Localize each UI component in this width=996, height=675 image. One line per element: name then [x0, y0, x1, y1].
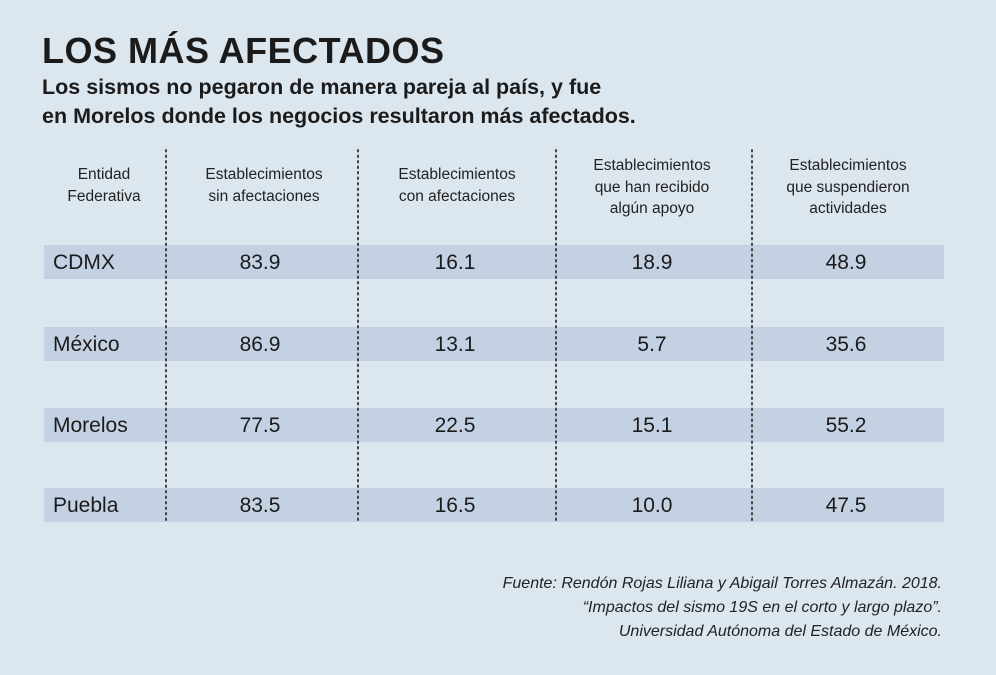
subtitle-line-1: Los sismos no pegaron de manera pareja a… — [42, 75, 602, 99]
column-header-line: sin afectaciones — [208, 187, 320, 205]
column-header: Entidad Federativa — [44, 164, 164, 207]
table-cell-value: 77.5 — [240, 414, 281, 437]
row-entity-label: México — [53, 333, 120, 356]
row-band — [44, 327, 944, 361]
source-note: Fuente: Rendón Rojas Liliana y Abigail T… — [342, 572, 942, 644]
column-header-line: que suspendieron — [786, 178, 910, 196]
table-cell-value: 15.1 — [632, 414, 673, 437]
table-cell-value: 48.9 — [826, 251, 867, 274]
column-header-line: Federativa — [67, 187, 141, 205]
row-entity-label: Morelos — [53, 414, 128, 437]
page-title: LOS MÁS AFECTADOS — [42, 30, 445, 71]
table-cell-value: 5.7 — [637, 333, 666, 356]
column-header-line: con afectaciones — [398, 187, 516, 205]
table-cell-value: 16.1 — [435, 251, 476, 274]
column-header-line: Entidad — [77, 166, 131, 183]
row-entity-label: CDMX — [53, 251, 115, 274]
column-header: Establecimientos que suspendieron activida… — [753, 155, 943, 220]
column-header-line: actividades — [809, 200, 887, 217]
row-band — [44, 245, 944, 279]
column-header: Establecimientos que han recibido algún ap… — [554, 155, 750, 220]
source-line-1: Fuente: Rendón Rojas Liliana y Abigail T… — [502, 575, 942, 592]
table-cell-value: 10.0 — [632, 494, 673, 517]
table-cell-value: 55.2 — [826, 414, 867, 437]
table-cell-value: 47.5 — [826, 494, 867, 517]
column-header: Establecimientos con afectaciones — [359, 164, 555, 207]
table-cell-value: 18.9 — [632, 251, 673, 274]
table-cell-value: 22.5 — [435, 414, 476, 437]
table-cell-value: 86.9 — [240, 333, 281, 356]
page-subtitle: Los sismos no pegaron de manera pareja a… — [42, 73, 782, 131]
table-cell-value: 16.5 — [435, 494, 476, 517]
column-header-line: Establecimientos — [789, 157, 907, 174]
table-cell-value: 13.1 — [435, 333, 476, 356]
column-header-line: Establecimientos — [205, 166, 323, 183]
table-cell-value: 35.6 — [826, 333, 867, 356]
table-cell-value: 83.5 — [240, 494, 281, 517]
column-header-line: Establecimientos — [398, 166, 516, 183]
column-header-line: que han recibido — [594, 178, 710, 196]
column-header: Establecimientos sin afectaciones — [169, 164, 359, 207]
column-header-line: Establecimientos — [593, 157, 711, 174]
source-line-3: Universidad Autónoma del Estado de Méxic… — [618, 623, 942, 640]
table-cell-value: 83.9 — [240, 251, 281, 274]
row-entity-label: Puebla — [53, 494, 119, 517]
column-header-line: algún apoyo — [609, 200, 695, 217]
source-line-2: “Impactos del sismo 19S en el corto y la… — [582, 599, 942, 616]
row-band — [44, 488, 944, 522]
row-band — [44, 408, 944, 442]
subtitle-line-2: en Morelos donde los negocios resultaron… — [42, 104, 636, 128]
